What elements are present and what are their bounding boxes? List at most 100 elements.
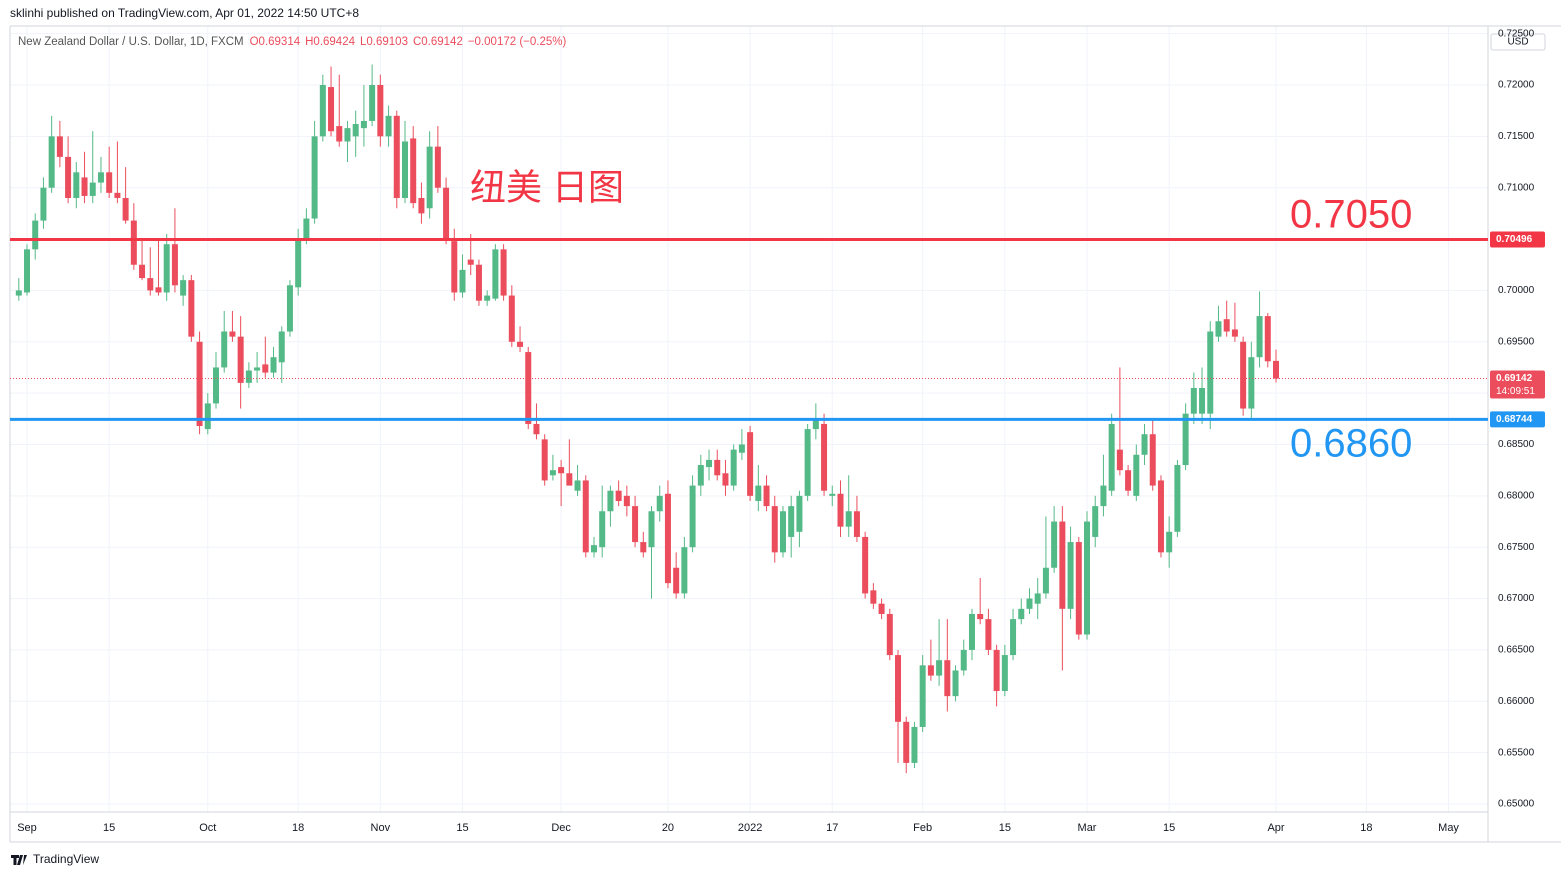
- candle-body: [1116, 449, 1123, 471]
- candle-body: [336, 126, 343, 142]
- candle-body: [459, 269, 466, 293]
- candle-body: [139, 264, 146, 279]
- candle-body: [81, 177, 88, 196]
- candle-body: [1100, 485, 1107, 507]
- candle-body: [188, 280, 195, 337]
- candle-body: [607, 490, 614, 512]
- x-tick-label: Oct: [199, 822, 216, 834]
- candle-body: [788, 506, 795, 537]
- candle-body: [862, 536, 869, 594]
- candle-body: [804, 429, 811, 496]
- candle-body: [549, 470, 556, 476]
- candle-body: [48, 136, 55, 188]
- candle-body: [89, 182, 96, 196]
- candle-body: [1067, 542, 1074, 609]
- candle-body: [360, 120, 367, 129]
- candle-body: [599, 511, 606, 548]
- candle-body: [443, 187, 450, 240]
- candle-body: [171, 244, 178, 286]
- candle-body: [1010, 619, 1017, 656]
- y-tick-label: 0.72500: [1498, 28, 1535, 39]
- y-tick-label: 0.70000: [1498, 285, 1535, 296]
- y-tick-label: 0.69500: [1498, 336, 1535, 347]
- candle-body: [24, 249, 31, 293]
- candle-body: [1026, 598, 1033, 609]
- symbol: New Zealand Dollar / U.S. Dollar, 1D, FX…: [18, 36, 244, 48]
- candle-body: [615, 490, 622, 501]
- candle-body: [763, 485, 770, 507]
- candle-body: [1092, 506, 1099, 537]
- candle-body: [1231, 329, 1238, 337]
- y-tick-label: 0.65500: [1498, 747, 1535, 758]
- candle-body: [656, 495, 663, 512]
- candle-body: [911, 726, 918, 763]
- x-tick-label: 20: [662, 822, 674, 834]
- candle-body: [517, 341, 524, 347]
- candle-body: [623, 495, 630, 507]
- candle-body: [229, 331, 236, 337]
- candle-body: [533, 423, 540, 435]
- candle-body: [278, 331, 285, 363]
- currency-box[interactable]: [1490, 33, 1546, 51]
- candle-body: [500, 249, 507, 296]
- header: sklinhi published on TradingView.com, Ap…: [10, 6, 359, 20]
- candle-body: [1223, 319, 1230, 332]
- price-label: 0.68744: [1496, 414, 1533, 425]
- y-tick-label: 0.68000: [1498, 490, 1535, 501]
- candle-body: [919, 665, 926, 727]
- x-tick-label: 2022: [738, 822, 762, 834]
- x-tick-label: Sep: [17, 822, 37, 834]
- candle-body: [779, 511, 786, 553]
- candle-body: [451, 241, 458, 293]
- candle-body: [1018, 608, 1025, 620]
- legend: New Zealand Dollar / U.S. Dollar, 1D, FX…: [18, 36, 566, 48]
- candle-body: [1141, 434, 1148, 455]
- candle-body: [204, 403, 211, 430]
- candle-body: [393, 115, 400, 198]
- x-tick-label: 15: [1163, 822, 1175, 834]
- y-tick-label: 0.65000: [1498, 799, 1535, 810]
- candle-body: [114, 192, 121, 198]
- candle-body: [927, 665, 934, 676]
- candle-body: [1042, 567, 1049, 594]
- candle-body: [426, 146, 433, 209]
- candle-body: [541, 439, 548, 481]
- candle-body: [1149, 434, 1156, 486]
- candle-body: [1190, 388, 1197, 414]
- annotation: 0.7050: [1290, 193, 1412, 237]
- candle-body: [1182, 413, 1189, 466]
- candle-body: [837, 493, 844, 527]
- x-tick-label: Feb: [913, 822, 932, 834]
- candle-body: [566, 473, 573, 486]
- candle-body: [1075, 542, 1082, 635]
- candle-body: [1125, 470, 1132, 491]
- candle-body: [344, 128, 351, 142]
- candle-body: [1166, 531, 1173, 553]
- x-tick-label: 15: [999, 822, 1011, 834]
- candle-body: [1133, 454, 1140, 496]
- candle-body: [155, 287, 162, 293]
- candle-body: [985, 619, 992, 650]
- candle-body: [245, 370, 252, 383]
- candle-body: [870, 590, 877, 604]
- legend-value: −0.00172 (−0.25%): [468, 36, 567, 48]
- candle-body: [15, 290, 22, 296]
- candle-body: [295, 239, 302, 288]
- x-tick-label: 17: [826, 822, 838, 834]
- y-tick-label: 0.68500: [1498, 439, 1535, 450]
- logo: [11, 855, 27, 865]
- candle-body: [262, 364, 269, 373]
- candle-body: [632, 506, 639, 543]
- candle-body: [755, 485, 762, 501]
- annotation: 0.6860: [1290, 422, 1412, 466]
- candle-body: [574, 480, 581, 491]
- candle-body: [977, 613, 984, 620]
- candle-body: [319, 84, 326, 137]
- legend-value: O0.69314: [250, 36, 301, 48]
- candle-body: [952, 670, 959, 697]
- candle-body: [106, 172, 113, 193]
- candle-body: [467, 259, 474, 265]
- candle-body: [1034, 593, 1041, 604]
- candle-body: [418, 197, 425, 214]
- candle-body: [1215, 321, 1222, 337]
